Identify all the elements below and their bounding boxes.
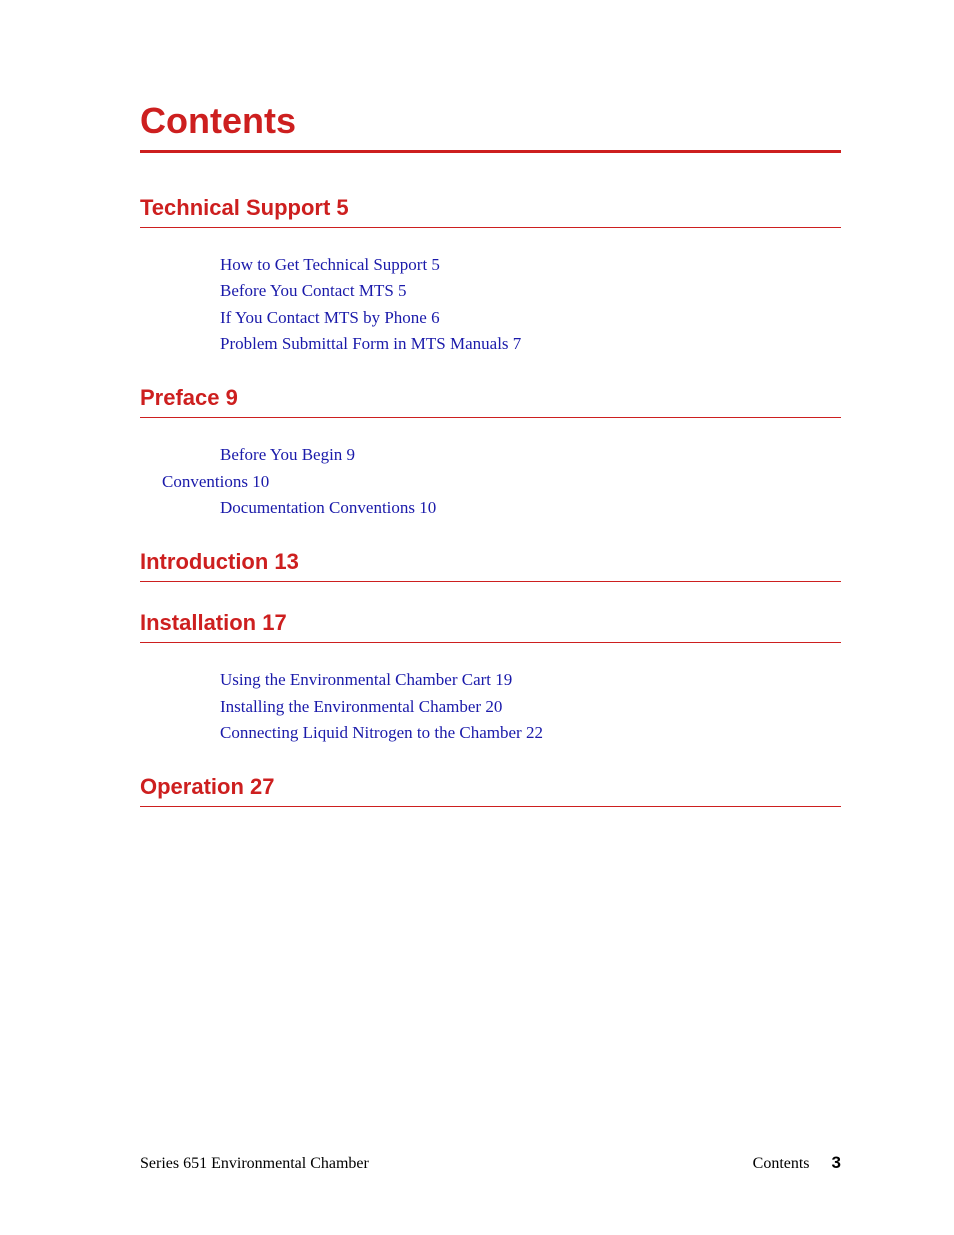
toc-entry[interactable]: Documentation Conventions 10: [220, 495, 841, 521]
page: Contents Technical Support 5 How to Get …: [0, 0, 954, 1235]
footer-left-text: Series 651 Environmental Chamber: [140, 1155, 369, 1173]
footer-section-label: Contents: [753, 1155, 810, 1173]
page-title: Contents: [140, 100, 841, 153]
section-heading-technical-support[interactable]: Technical Support 5: [140, 195, 841, 228]
page-number: 3: [832, 1153, 841, 1173]
section-heading-preface[interactable]: Preface 9: [140, 385, 841, 418]
toc-entry[interactable]: How to Get Technical Support 5: [220, 252, 841, 278]
toc-entry[interactable]: Before You Begin 9: [220, 442, 841, 468]
section-heading-introduction[interactable]: Introduction 13: [140, 549, 841, 582]
footer-right: Contents 3: [753, 1153, 841, 1173]
toc-entry[interactable]: Installing the Environmental Chamber 20: [220, 694, 841, 720]
section-heading-operation[interactable]: Operation 27: [140, 774, 841, 807]
section-entries: Documentation Conventions 10: [220, 495, 841, 521]
toc-entry[interactable]: Problem Submittal Form in MTS Manuals 7: [220, 331, 841, 357]
toc-entry[interactable]: If You Contact MTS by Phone 6: [220, 305, 841, 331]
toc-entry[interactable]: Using the Environmental Chamber Cart 19: [220, 667, 841, 693]
section-entries: Using the Environmental Chamber Cart 19 …: [220, 667, 841, 746]
section-entries: Before You Begin 9: [220, 442, 841, 468]
section-heading-installation[interactable]: Installation 17: [140, 610, 841, 643]
page-footer: Series 651 Environmental Chamber Content…: [140, 1153, 841, 1173]
toc-entry[interactable]: Conventions 10: [162, 469, 841, 495]
section-entries: How to Get Technical Support 5 Before Yo…: [220, 252, 841, 357]
toc-entry[interactable]: Before You Contact MTS 5: [220, 278, 841, 304]
toc-entry[interactable]: Connecting Liquid Nitrogen to the Chambe…: [220, 720, 841, 746]
